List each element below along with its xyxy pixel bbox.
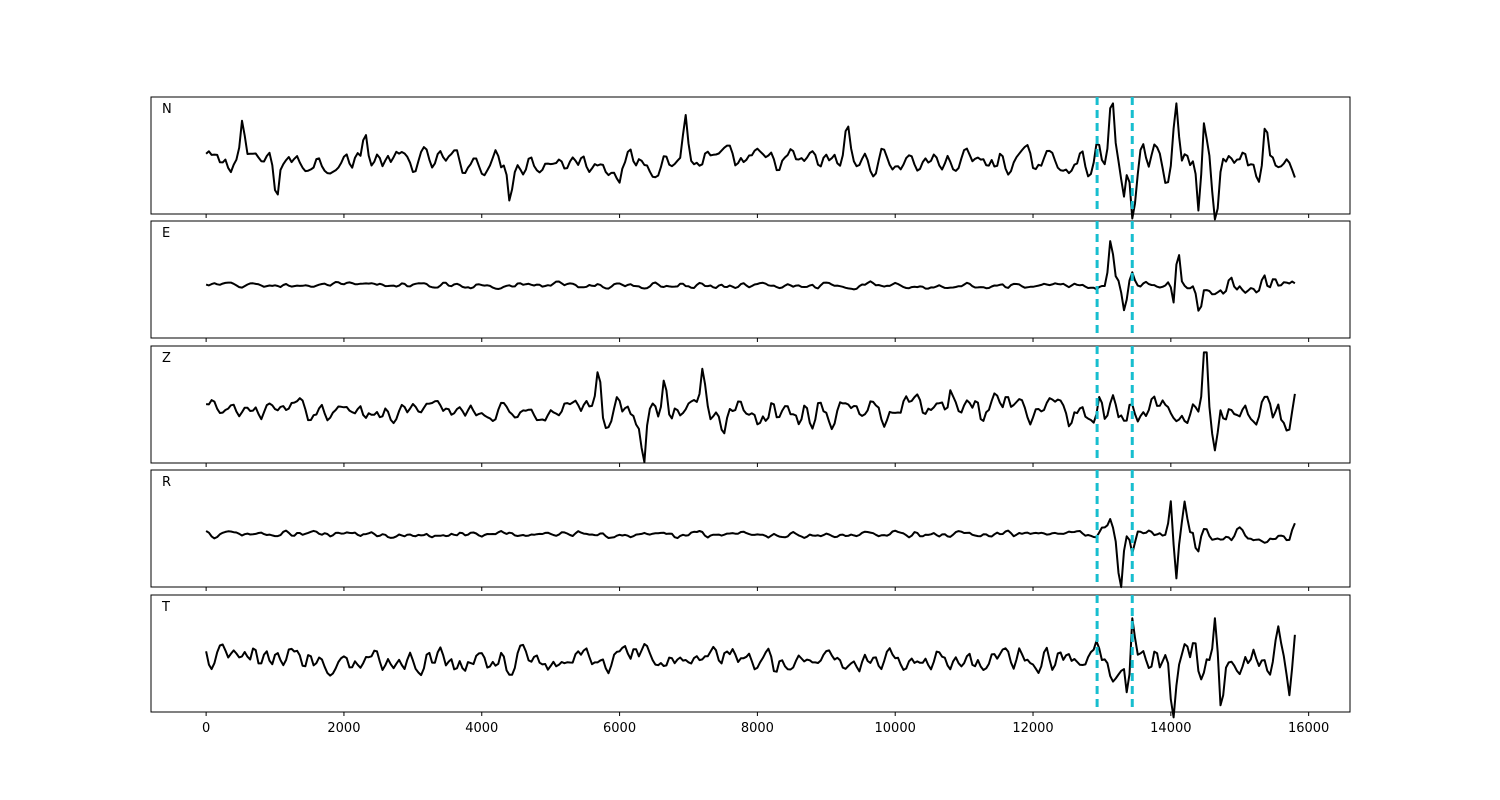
x-axis: 0 2000 4000 6000 8000 10000 12000 14000 16000	[202, 721, 1329, 736]
component-label: R	[162, 475, 171, 490]
panel-e: E	[150, 220, 1351, 342]
waveform-trace	[205, 102, 1296, 221]
x-tick-label: 12000	[1012, 721, 1053, 736]
x-tick-label: 8000	[741, 721, 774, 736]
x-tick-label: 0	[202, 721, 210, 736]
panel-frame	[150, 469, 1351, 588]
component-label: Z	[162, 351, 171, 366]
x-tick-label: 14000	[1150, 721, 1191, 736]
x-tick-label: 2000	[327, 721, 360, 736]
waveform-trace	[205, 240, 1296, 312]
panel-frame	[150, 594, 1351, 713]
panel-frame	[150, 96, 1351, 215]
component-label: T	[161, 600, 170, 615]
panel-frame	[150, 345, 1351, 464]
x-tick-label: 6000	[603, 721, 636, 736]
component-label: N	[162, 102, 172, 117]
waveform-trace	[205, 617, 1296, 719]
component-label: E	[162, 226, 170, 241]
panel-frame	[150, 220, 1351, 339]
waveform-trace	[205, 351, 1296, 464]
panel-n: N	[150, 96, 1351, 221]
x-tick-label: 16000	[1288, 721, 1329, 736]
x-tick-label: 10000	[875, 721, 916, 736]
panel-z: Z	[150, 345, 1351, 467]
panel-t: T	[150, 594, 1351, 719]
panels-group: N E Z R T	[150, 96, 1351, 719]
panel-r: R	[150, 469, 1351, 591]
x-tick-label: 4000	[465, 721, 498, 736]
waveform-trace	[205, 500, 1296, 589]
